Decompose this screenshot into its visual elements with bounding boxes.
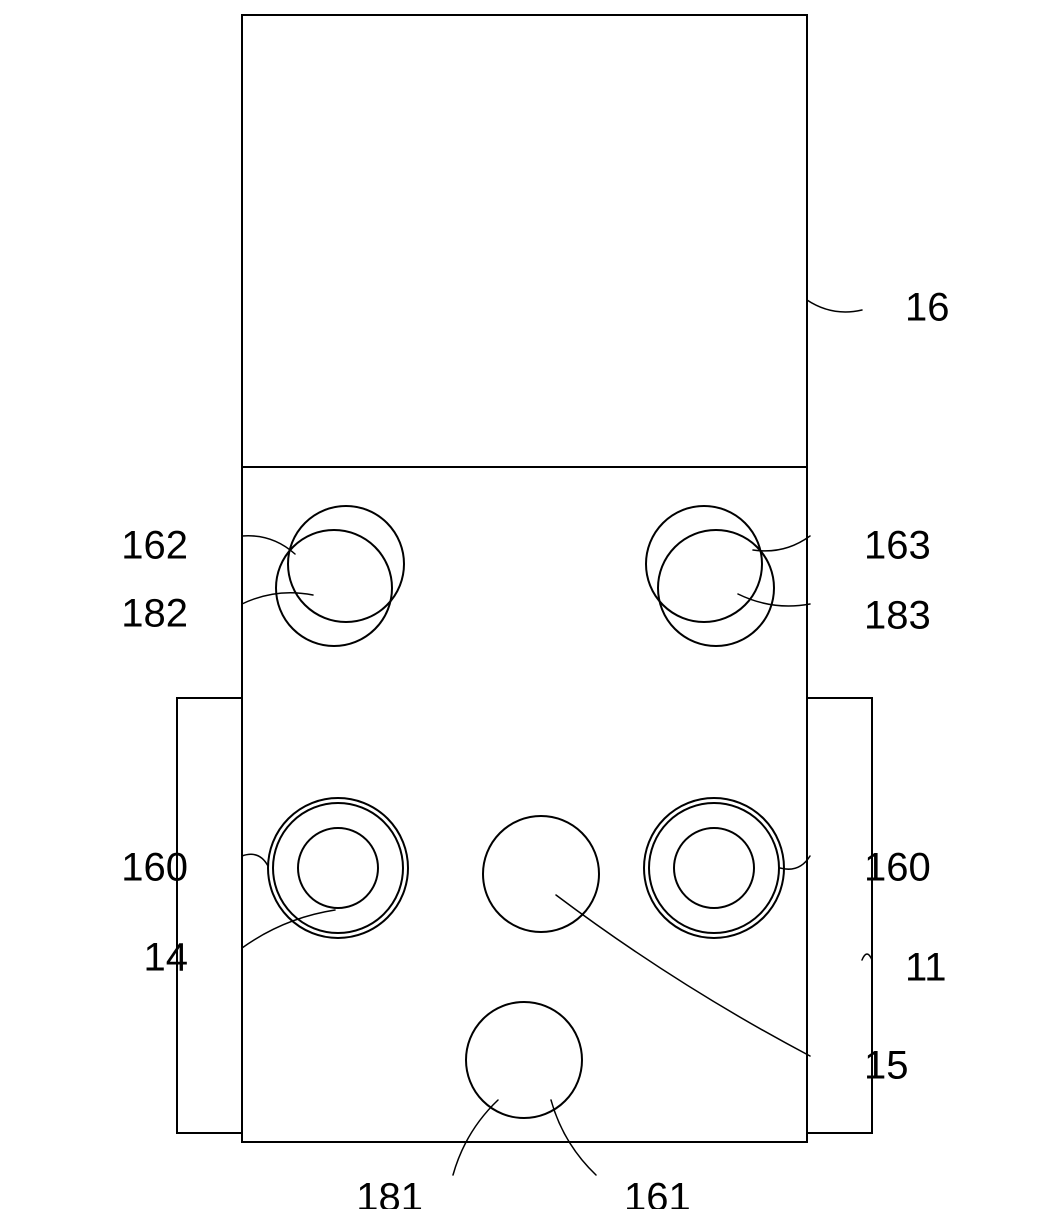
- label-l160l-leader: [242, 854, 268, 866]
- label-l162-leader: [242, 536, 295, 554]
- label-l14: 14: [144, 936, 189, 980]
- label-l11: 11: [905, 946, 947, 990]
- label-l11-leader: [862, 954, 872, 960]
- ring-left-inner: [298, 828, 378, 908]
- label-l163: 163: [864, 524, 931, 568]
- label-l183: 183: [864, 594, 931, 638]
- label-l14-leader: [242, 910, 335, 948]
- label-l162: 162: [121, 524, 188, 568]
- label-l16: 16: [905, 286, 950, 330]
- label-l182: 182: [121, 592, 188, 636]
- label-l160l: 160: [121, 846, 188, 890]
- label-l161-leader: [551, 1100, 596, 1175]
- label-l163-leader: [753, 536, 810, 551]
- label-l15: 15: [864, 1044, 909, 1088]
- label-l181: 181: [356, 1176, 423, 1209]
- ring-left-outer-2: [273, 803, 403, 933]
- label-l15-leader: [556, 895, 810, 1056]
- circle-bottom: [466, 1002, 582, 1118]
- label-l161: 161: [624, 1176, 691, 1209]
- ring-right-outer-2: [649, 803, 779, 933]
- ring-left-outer: [268, 798, 408, 938]
- label-l181-leader: [453, 1100, 498, 1175]
- upper-rect: [242, 15, 807, 467]
- label-l16-leader: [807, 300, 862, 312]
- label-l160r: 160: [864, 846, 931, 890]
- left-tab: [177, 698, 242, 1133]
- ring-right-outer: [644, 798, 784, 938]
- right-tab: [807, 698, 872, 1133]
- ring-right-inner: [674, 828, 754, 908]
